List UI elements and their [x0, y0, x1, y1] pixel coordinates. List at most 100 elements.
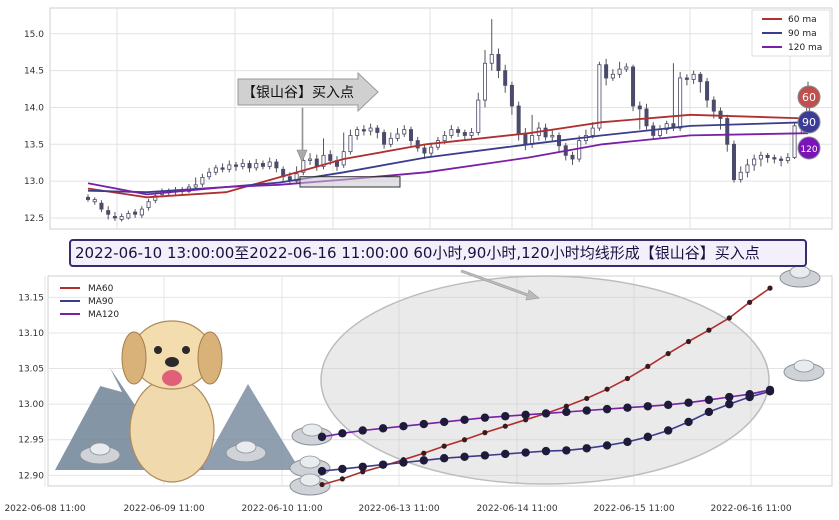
- data-point: [665, 350, 671, 357]
- candle: [234, 161, 239, 171]
- candle-body: [604, 64, 609, 79]
- candle-body: [644, 108, 649, 127]
- candle: [422, 144, 427, 160]
- y-tick-label: 12.90: [18, 471, 44, 481]
- candle: [503, 64, 508, 93]
- candle: [106, 206, 111, 220]
- candle: [610, 69, 615, 81]
- data-point: [501, 412, 510, 421]
- candle-body: [368, 127, 373, 132]
- candle-body: [247, 163, 252, 169]
- candle: [388, 132, 393, 148]
- candle-body: [213, 167, 218, 173]
- candle-body: [442, 135, 447, 141]
- callout-arrow: [237, 71, 379, 113]
- candle: [146, 198, 151, 211]
- candle-body: [725, 118, 730, 145]
- legend-label: MA60: [88, 284, 114, 294]
- candle-body: [731, 143, 736, 181]
- candle-body: [792, 125, 797, 158]
- x-tick-label: 2022-06-16 11:00: [710, 504, 791, 514]
- legend-label: 90 ma: [788, 29, 817, 39]
- legend-box: [751, 9, 831, 57]
- data-point: [767, 285, 773, 291]
- candle: [126, 210, 131, 220]
- candle: [207, 167, 212, 180]
- candle-body: [570, 154, 575, 160]
- candle-body: [254, 163, 259, 169]
- y-tick-label: 12.5: [24, 214, 44, 224]
- candle: [133, 209, 138, 218]
- candle: [765, 153, 770, 163]
- data-point: [378, 460, 388, 469]
- y-tick-label: 15.0: [24, 30, 44, 40]
- candle-body: [146, 201, 151, 209]
- dog-ear-right: [197, 331, 223, 385]
- data-point: [358, 426, 367, 435]
- y-tick-label: 13.00: [18, 400, 44, 410]
- candle: [543, 123, 548, 141]
- candle-body: [274, 161, 279, 169]
- candle-body: [382, 132, 387, 145]
- data-point: [602, 441, 612, 450]
- candle-body: [139, 208, 144, 216]
- data-point: [562, 446, 571, 455]
- candle-body: [503, 70, 508, 86]
- data-point: [725, 399, 734, 409]
- candle: [644, 103, 649, 130]
- data-point: [562, 407, 571, 417]
- candle: [200, 173, 205, 188]
- candle-body: [234, 164, 239, 167]
- silver-ingot-icon: [79, 442, 121, 465]
- candle: [382, 129, 387, 149]
- y-tick-label: 13.10: [18, 329, 44, 339]
- candle: [604, 58, 609, 86]
- ma60-line: [87, 113, 809, 199]
- data-point: [726, 315, 732, 321]
- badge-circle: [797, 110, 821, 134]
- data-point: [317, 432, 327, 442]
- data-point: [602, 404, 612, 414]
- candle: [139, 206, 144, 218]
- legend-label: MA90: [88, 297, 114, 307]
- data-point: [521, 448, 530, 457]
- candle: [792, 122, 797, 160]
- candle: [489, 19, 494, 71]
- candle-body: [745, 164, 750, 173]
- candle: [456, 126, 461, 137]
- ma-badge: 60: [797, 85, 821, 109]
- data-point: [725, 392, 734, 402]
- data-point: [604, 386, 610, 392]
- candle-body: [193, 184, 198, 188]
- candle: [476, 92, 481, 136]
- candle-body: [610, 73, 615, 79]
- candle: [631, 64, 636, 112]
- candle: [408, 126, 413, 146]
- candle: [664, 120, 669, 134]
- candle-body: [543, 127, 548, 138]
- ma-badge: 120: [797, 136, 821, 160]
- ingot-top: [789, 265, 811, 279]
- y-tick-label: 13.05: [18, 365, 44, 375]
- candle: [375, 125, 380, 139]
- x-tick-label: 2022-06-14 11:00: [476, 504, 557, 514]
- silver-ingot-icon: [225, 440, 267, 463]
- candle-body: [267, 161, 272, 167]
- candle-body: [462, 132, 467, 136]
- candle-body: [301, 160, 306, 173]
- candle-body: [112, 216, 117, 219]
- legend-label: 60 ma: [788, 15, 817, 25]
- candle: [227, 160, 232, 173]
- candle-body: [153, 195, 158, 201]
- data-point: [765, 385, 775, 395]
- candle: [772, 154, 777, 164]
- candlestick-chart: 12.5 13.0 13.5 14.0 14.5 15.0 【银山谷】买入点 60 ma 90 …: [24, 7, 833, 230]
- ma90-line: [87, 121, 809, 194]
- candle: [705, 77, 710, 108]
- data-point: [663, 400, 673, 410]
- data-point: [501, 449, 510, 459]
- candle: [361, 125, 366, 136]
- dog-mascot: [121, 320, 223, 483]
- candle-body: [321, 154, 326, 167]
